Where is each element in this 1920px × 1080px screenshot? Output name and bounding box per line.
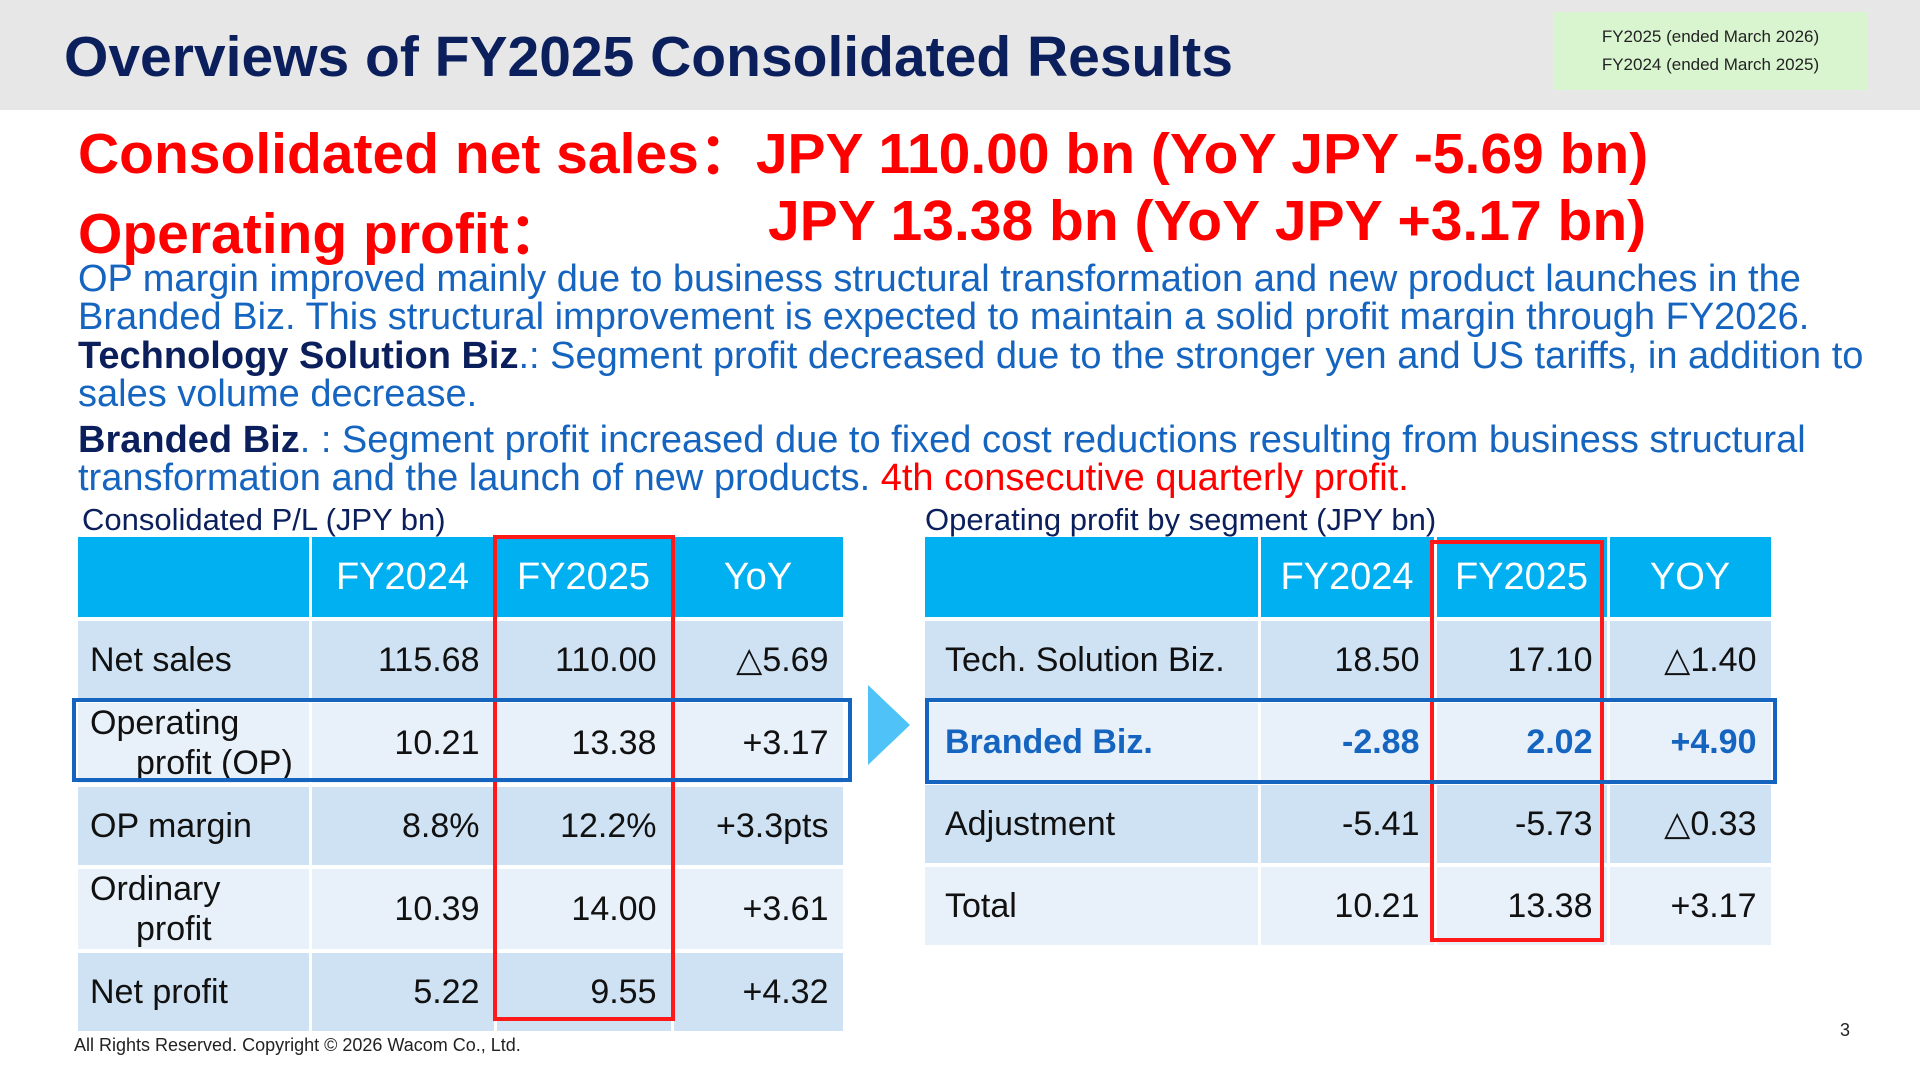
tech-solution-text: .: Segment profit decreased due to the s… bbox=[78, 335, 1864, 415]
header-cell bbox=[925, 537, 1261, 621]
net-sales-label: Consolidated net sales： bbox=[78, 122, 756, 186]
fy2024-cell: 10.21 bbox=[310, 701, 497, 787]
fy2025-cell: 13.38 bbox=[495, 701, 674, 787]
fy2024-cell: 5.22 bbox=[310, 951, 497, 1035]
tech-solution-label: Technology Solution Biz bbox=[78, 335, 519, 377]
row-label: Operating profit (OP) bbox=[78, 701, 312, 787]
yoy-cell: △1.40 bbox=[1608, 619, 1774, 703]
branded-text: . : Segment profit increased due to fixe… bbox=[78, 419, 1806, 499]
yoy-cell: △0.33 bbox=[1608, 783, 1774, 867]
net-sales-headline: Consolidated net sales：JPY 110.00 bn (Yo… bbox=[78, 108, 1648, 190]
fy2024-cell: 10.39 bbox=[310, 867, 497, 953]
header-cell: FY2024 bbox=[310, 537, 497, 621]
pl-table-caption: Consolidated P/L (JPY bn) bbox=[82, 502, 446, 537]
page-number: 3 bbox=[1840, 1020, 1851, 1040]
right-arrow-icon bbox=[868, 685, 910, 765]
header-cell: YOY bbox=[1608, 537, 1774, 621]
row-label: Net profit bbox=[78, 951, 312, 1035]
fy2024-cell: 10.21 bbox=[1259, 865, 1437, 949]
table-row: Total 10.21 13.38 +3.17 bbox=[925, 865, 1774, 949]
row-label-line-1: Operating bbox=[90, 704, 240, 742]
fy2025-cell: 13.38 bbox=[1435, 865, 1610, 949]
row-label-line-1: Ordinary bbox=[90, 870, 221, 908]
consolidated-pl-table: FY2024 FY2025 YoY Net sales 115.68 110.0… bbox=[78, 537, 846, 1035]
op-row-highlight-frame bbox=[72, 698, 852, 782]
fy2025-cell: 2.02 bbox=[1435, 701, 1610, 785]
row-label: Adjustment bbox=[925, 783, 1261, 867]
table-header-row: FY2024 FY2025 YoY bbox=[78, 537, 846, 621]
fy2024-cell: 18.50 bbox=[1259, 619, 1437, 703]
table-row: Branded Biz. -2.88 2.02 +4.90 bbox=[925, 701, 1774, 785]
branded-highlight-text: 4th consecutive quarterly profit. bbox=[880, 457, 1409, 499]
table-row: Tech. Solution Biz. 18.50 17.10 △1.40 bbox=[925, 619, 1774, 703]
header-cell bbox=[78, 537, 312, 621]
segment-fy2025-highlight-frame bbox=[1430, 540, 1604, 942]
table-row: Net profit 5.22 9.55 +4.32 bbox=[78, 951, 846, 1035]
header-cell: YoY bbox=[672, 537, 846, 621]
copyright-footer: All Rights Reserved. Copyright © 2026 Wa… bbox=[74, 1035, 521, 1055]
fy2024-cell: 115.68 bbox=[310, 619, 497, 703]
fy2024-cell: 8.8% bbox=[310, 785, 497, 869]
row-label: Total bbox=[925, 865, 1261, 949]
fy2025-cell: 14.00 bbox=[495, 867, 674, 953]
fy2024-note: FY2024 (ended March 2025) bbox=[1601, 55, 1820, 74]
operating-profit-label: Operating profit： bbox=[78, 202, 566, 266]
row-label: Tech. Solution Biz. bbox=[925, 619, 1261, 703]
operating-profit-value: JPY 13.38 bn (YoY JPY +3.17 bn) bbox=[768, 189, 1647, 253]
row-label: Ordinary profit bbox=[78, 867, 312, 953]
yoy-cell: △5.69 bbox=[672, 619, 846, 703]
fy2025-cell: 110.00 bbox=[495, 619, 674, 703]
table-row: OP margin 8.8% 12.2% +3.3pts bbox=[78, 785, 846, 869]
net-sales-value: JPY 110.00 bn (YoY JPY -5.69 bn) bbox=[755, 122, 1649, 186]
row-label: Net sales bbox=[78, 619, 312, 703]
op-margin-paragraph: OP margin improved mainly due to busines… bbox=[78, 258, 1810, 338]
row-label-line-2: profit (OP) bbox=[136, 744, 293, 782]
table-row: Ordinary profit 10.39 14.00 +3.61 bbox=[78, 867, 846, 953]
operating-profit-headline: Operating profit： JPY 13.38 bn (YoY JPY … bbox=[78, 188, 1646, 270]
yoy-cell: +3.61 bbox=[672, 867, 846, 953]
table-row: Adjustment -5.41 -5.73 △0.33 bbox=[925, 783, 1774, 867]
branded-row-highlight-frame bbox=[925, 698, 1777, 784]
segment-profit-table: FY2024 FY2025 YOY Tech. Solution Biz. 18… bbox=[925, 537, 1774, 949]
fy2024-cell: -5.41 bbox=[1259, 783, 1437, 867]
branded-label: Branded Biz bbox=[78, 419, 300, 461]
row-label-line-2: profit bbox=[136, 910, 212, 948]
table-row: Operating profit (OP) 10.21 13.38 +3.17 bbox=[78, 701, 846, 787]
header-cell: FY2024 bbox=[1259, 537, 1437, 621]
fy2025-cell: 12.2% bbox=[495, 785, 674, 869]
yoy-cell: +3.17 bbox=[672, 701, 846, 787]
branded-paragraph: Branded Biz. : Segment profit increased … bbox=[78, 421, 1908, 497]
page-title: Overviews of FY2025 Consolidated Results bbox=[64, 25, 1233, 89]
yoy-cell: +4.90 bbox=[1608, 701, 1774, 785]
table-row: Net sales 115.68 110.00 △5.69 bbox=[78, 619, 846, 703]
fy2024-cell: -2.88 bbox=[1259, 701, 1437, 785]
header-cell: FY2025 bbox=[1435, 537, 1610, 621]
fy2025-cell: -5.73 bbox=[1435, 783, 1610, 867]
fiscal-year-legend: FY2025 (ended March 2026) FY2024 (ended … bbox=[1553, 12, 1868, 90]
tech-solution-paragraph: Technology Solution Biz.: Segment profit… bbox=[78, 337, 1908, 413]
table-header-row: FY2024 FY2025 YOY bbox=[925, 537, 1774, 621]
yoy-cell: +4.32 bbox=[672, 951, 846, 1035]
fy2025-note: FY2025 (ended March 2026) bbox=[1601, 27, 1820, 46]
row-label: OP margin bbox=[78, 785, 312, 869]
header-cell: FY2025 bbox=[495, 537, 674, 621]
segment-table-caption: Operating profit by segment (JPY bn) bbox=[925, 502, 1437, 537]
yoy-cell: +3.3pts bbox=[672, 785, 846, 869]
yoy-cell: +3.17 bbox=[1608, 865, 1774, 949]
